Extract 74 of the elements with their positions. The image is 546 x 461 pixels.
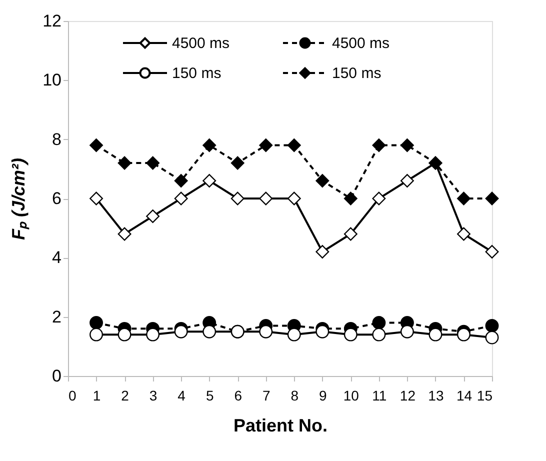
legend-label: 150 ms <box>332 65 382 82</box>
point <box>90 328 103 342</box>
y-tick-label: 0 <box>52 366 62 386</box>
x-tick-label: 15 <box>476 388 493 404</box>
y-tick-label: 12 <box>42 12 62 30</box>
point <box>174 192 188 206</box>
x-tick-label: 14 <box>456 388 472 404</box>
point <box>372 192 386 206</box>
point <box>400 138 414 152</box>
point <box>118 156 132 170</box>
point <box>118 328 132 342</box>
y-tick-label: 2 <box>52 307 62 326</box>
x-tick-label: 12 <box>400 388 416 404</box>
point <box>372 328 386 342</box>
point <box>344 328 358 342</box>
y-tick-label: 4 <box>52 248 62 268</box>
point <box>372 316 386 330</box>
x-tick-label: 6 <box>234 388 242 404</box>
point <box>316 174 330 188</box>
point <box>146 156 160 170</box>
x-tick-label: 11 <box>372 388 387 404</box>
x-tick-label: 2 <box>121 388 130 404</box>
legend-label: 4500 ms <box>332 35 390 52</box>
x-tick-label: 5 <box>206 388 214 404</box>
point <box>287 192 301 206</box>
point <box>400 324 414 338</box>
point <box>400 174 414 188</box>
point <box>316 324 330 338</box>
point <box>146 210 160 223</box>
point <box>457 192 470 206</box>
point <box>287 328 301 342</box>
y-tick-label: 10 <box>42 70 62 90</box>
point <box>202 324 216 338</box>
point <box>372 138 386 152</box>
point <box>485 192 499 206</box>
point <box>230 192 244 206</box>
point <box>90 138 103 152</box>
point <box>259 324 273 338</box>
y-axis-title: Fₚ (J/cm²) <box>8 158 30 240</box>
point <box>287 138 301 152</box>
point <box>457 328 470 342</box>
x-tick-label: 9 <box>319 388 327 404</box>
point <box>90 316 103 330</box>
legend-label: 150 ms <box>172 65 222 82</box>
point <box>485 245 499 258</box>
point <box>90 192 103 206</box>
x-tick-label: 7 <box>262 388 270 404</box>
point <box>485 330 499 344</box>
y-tick-label: 8 <box>52 130 62 149</box>
x-tick-label: 10 <box>343 388 360 404</box>
point <box>174 324 188 338</box>
x-tick-label: 4 <box>178 388 186 404</box>
x-tick-label: 13 <box>428 388 444 404</box>
legend-label: 4500 ms <box>172 35 230 52</box>
point <box>485 318 499 332</box>
point <box>344 227 358 241</box>
point <box>316 245 330 258</box>
point <box>457 227 470 241</box>
point <box>174 174 188 188</box>
point <box>118 227 132 241</box>
point <box>202 174 216 188</box>
point <box>146 328 160 342</box>
point <box>344 192 358 206</box>
point <box>202 138 216 152</box>
x-tick-label: 3 <box>149 388 158 404</box>
x-tick-label: 0 <box>68 388 76 404</box>
point <box>259 192 273 206</box>
x-tick-label: 8 <box>290 388 299 404</box>
point <box>428 328 442 342</box>
point <box>259 138 273 152</box>
x-axis-title: Patient No. <box>233 416 328 436</box>
y-tick-label: 6 <box>52 189 62 208</box>
x-tick-label: 1 <box>92 388 101 404</box>
point <box>230 156 244 170</box>
